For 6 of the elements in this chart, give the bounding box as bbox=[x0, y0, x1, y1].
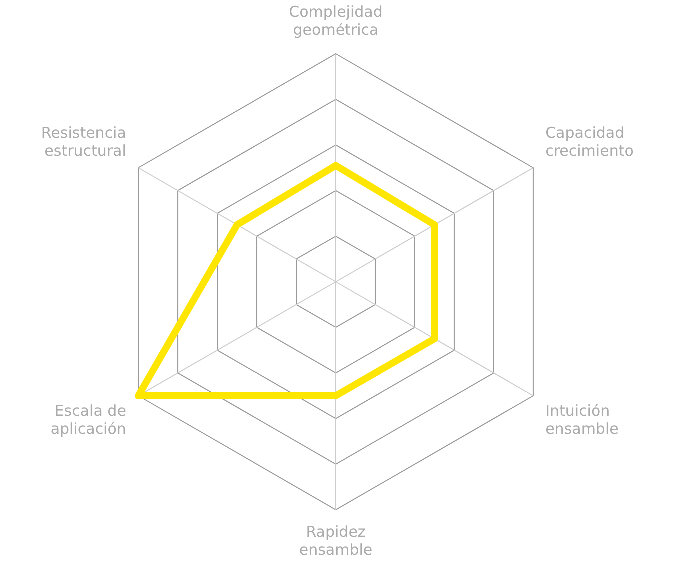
spoke-label: Capacidad crecimiento bbox=[546, 124, 634, 160]
spoke-label: Rapidez ensamble bbox=[299, 522, 373, 559]
spoke-label: Resistencia estructural bbox=[41, 124, 126, 160]
spoke-label: Intuición ensamble bbox=[546, 402, 619, 438]
spoke-label: Complejidad geométrica bbox=[289, 2, 383, 39]
spoke-label: Escala de aplicación bbox=[50, 402, 126, 438]
